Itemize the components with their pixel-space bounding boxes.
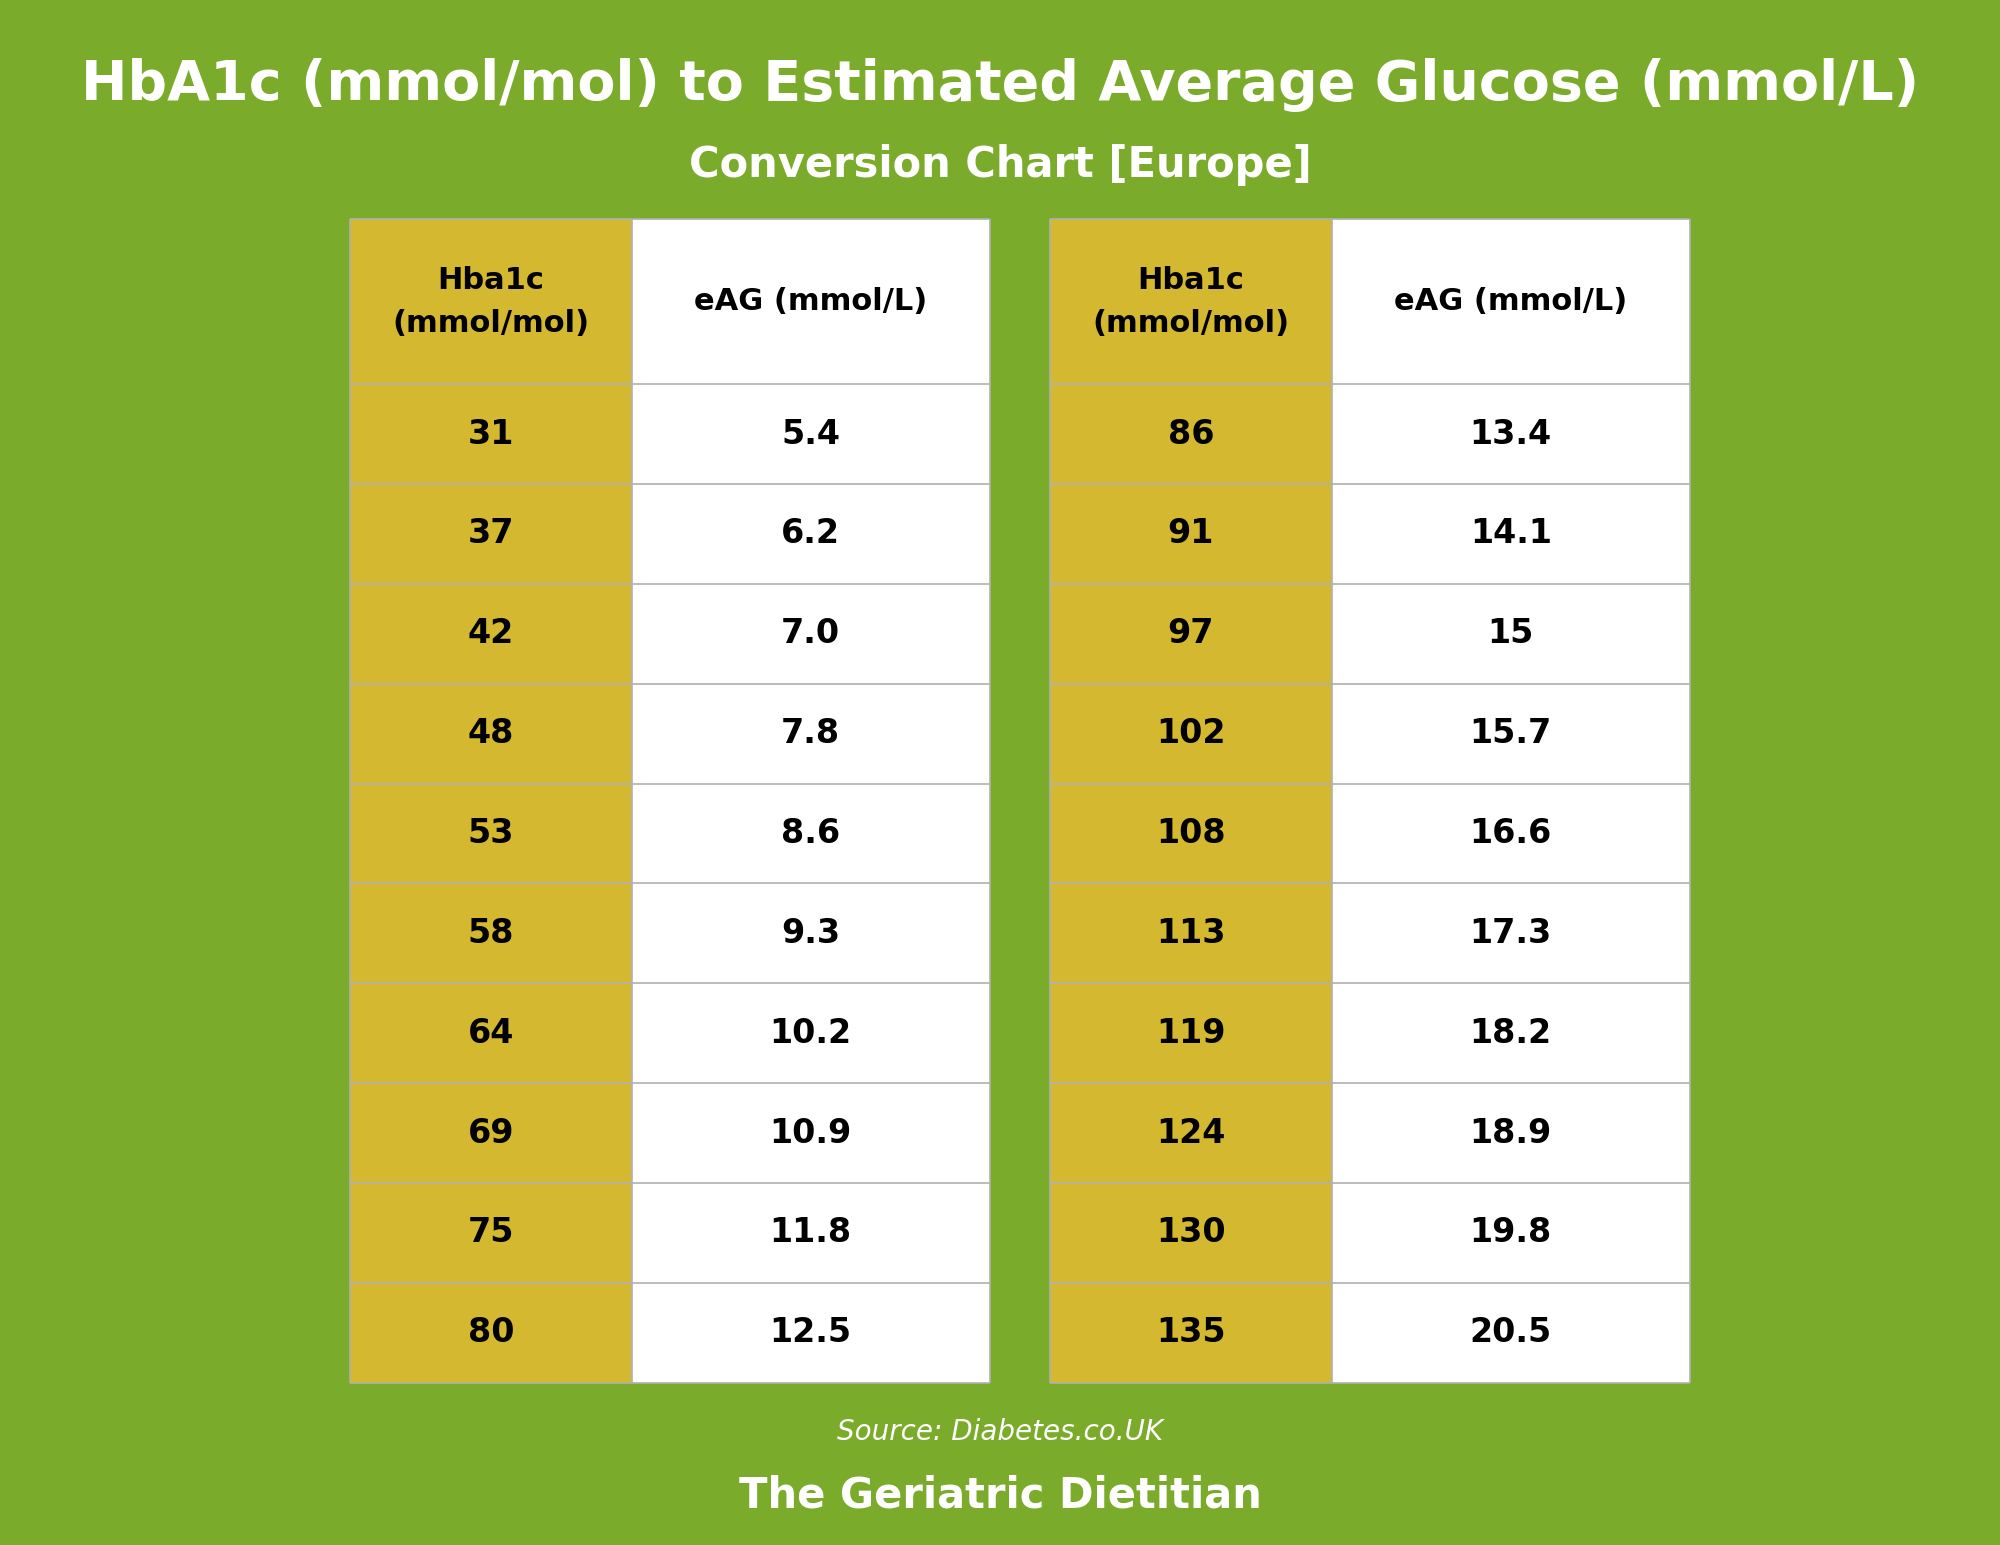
Text: 69: 69 [468, 1117, 514, 1149]
Bar [350, 385, 632, 484]
Bar [1332, 219, 1690, 385]
Text: 16.6: 16.6 [1470, 817, 1552, 850]
Bar [1050, 219, 1332, 385]
Bar [1050, 385, 1332, 484]
Bar [1050, 983, 1332, 1083]
Bar [632, 684, 990, 783]
Bar [632, 584, 990, 684]
Text: 5.4: 5.4 [782, 417, 840, 451]
Bar [350, 783, 632, 884]
Text: 97: 97 [1168, 618, 1214, 650]
Bar [632, 983, 990, 1083]
Text: 130: 130 [1156, 1216, 1226, 1250]
Bar [1332, 684, 1690, 783]
Text: 113: 113 [1156, 916, 1226, 950]
Bar [1050, 684, 1332, 783]
Bar [1050, 1282, 1332, 1383]
Text: 18.2: 18.2 [1470, 1017, 1552, 1049]
Bar [632, 1183, 990, 1282]
Bar [1332, 584, 1690, 684]
Bar [632, 385, 990, 484]
Text: 108: 108 [1156, 817, 1226, 850]
Text: Source: Diabetes.co.UK: Source: Diabetes.co.UK [836, 1418, 1164, 1446]
Bar [632, 219, 990, 385]
Text: 58: 58 [468, 916, 514, 950]
Text: 53: 53 [468, 817, 514, 850]
Bar [1332, 1183, 1690, 1282]
Bar [1332, 385, 1690, 484]
Bar [350, 983, 632, 1083]
Text: 14.1: 14.1 [1470, 518, 1552, 550]
Text: (mmol/mol): (mmol/mol) [392, 309, 590, 338]
Bar [350, 584, 632, 684]
Text: 7.8: 7.8 [782, 717, 840, 751]
Text: Hba1c: Hba1c [1138, 266, 1244, 295]
Text: 31: 31 [468, 417, 514, 451]
Text: 119: 119 [1156, 1017, 1226, 1049]
Bar [350, 1282, 632, 1383]
Bar [1050, 884, 1332, 983]
Bar [1332, 983, 1690, 1083]
Text: 6.2: 6.2 [782, 518, 840, 550]
Text: 12.5: 12.5 [770, 1316, 852, 1349]
Text: HbA1c (mmol/mol) to Estimated Average Glucose (mmol/L): HbA1c (mmol/mol) to Estimated Average Gl… [80, 59, 1920, 111]
Bar [632, 1282, 990, 1383]
Text: 9.3: 9.3 [782, 916, 840, 950]
Bar [1050, 783, 1332, 884]
Text: 64: 64 [468, 1017, 514, 1049]
Bar [350, 484, 632, 584]
Text: 102: 102 [1156, 717, 1226, 751]
Text: 124: 124 [1156, 1117, 1226, 1149]
Bar [1332, 1083, 1690, 1183]
Text: 15: 15 [1488, 618, 1534, 650]
Text: The Geriatric Dietitian: The Geriatric Dietitian [738, 1474, 1262, 1517]
Text: 86: 86 [1168, 417, 1214, 451]
Bar [1332, 884, 1690, 983]
Bar [1050, 1083, 1332, 1183]
Text: 80: 80 [468, 1316, 514, 1349]
Text: eAG (mmol/L): eAG (mmol/L) [1394, 287, 1628, 317]
Text: 10.9: 10.9 [770, 1117, 852, 1149]
Bar [1332, 1282, 1690, 1383]
Text: 15.7: 15.7 [1470, 717, 1552, 751]
Text: 37: 37 [468, 518, 514, 550]
Bar [632, 484, 990, 584]
Text: Conversion Chart [Europe]: Conversion Chart [Europe] [688, 144, 1312, 187]
Text: 91: 91 [1168, 518, 1214, 550]
Text: 11.8: 11.8 [770, 1216, 852, 1250]
Bar [632, 884, 990, 983]
Text: 42: 42 [468, 618, 514, 650]
Bar [350, 1183, 632, 1282]
Bar [632, 1083, 990, 1183]
Text: 8.6: 8.6 [782, 817, 840, 850]
Text: 13.4: 13.4 [1470, 417, 1552, 451]
Text: 20.5: 20.5 [1470, 1316, 1552, 1349]
Text: (mmol/mol): (mmol/mol) [1092, 309, 1290, 338]
Bar [632, 783, 990, 884]
Bar [1050, 1183, 1332, 1282]
Bar [350, 684, 632, 783]
Text: eAG (mmol/L): eAG (mmol/L) [694, 287, 928, 317]
Text: Hba1c: Hba1c [438, 266, 544, 295]
Bar [1050, 484, 1332, 584]
Bar [1332, 484, 1690, 584]
Bar [350, 219, 632, 385]
Bar [1332, 783, 1690, 884]
Text: 75: 75 [468, 1216, 514, 1250]
Bar [1050, 584, 1332, 684]
Text: 135: 135 [1156, 1316, 1226, 1349]
Text: 7.0: 7.0 [782, 618, 840, 650]
Bar [350, 884, 632, 983]
Bar [350, 1083, 632, 1183]
Text: 10.2: 10.2 [770, 1017, 852, 1049]
Text: 18.9: 18.9 [1470, 1117, 1552, 1149]
Text: 48: 48 [468, 717, 514, 751]
Text: 19.8: 19.8 [1470, 1216, 1552, 1250]
Text: 17.3: 17.3 [1470, 916, 1552, 950]
